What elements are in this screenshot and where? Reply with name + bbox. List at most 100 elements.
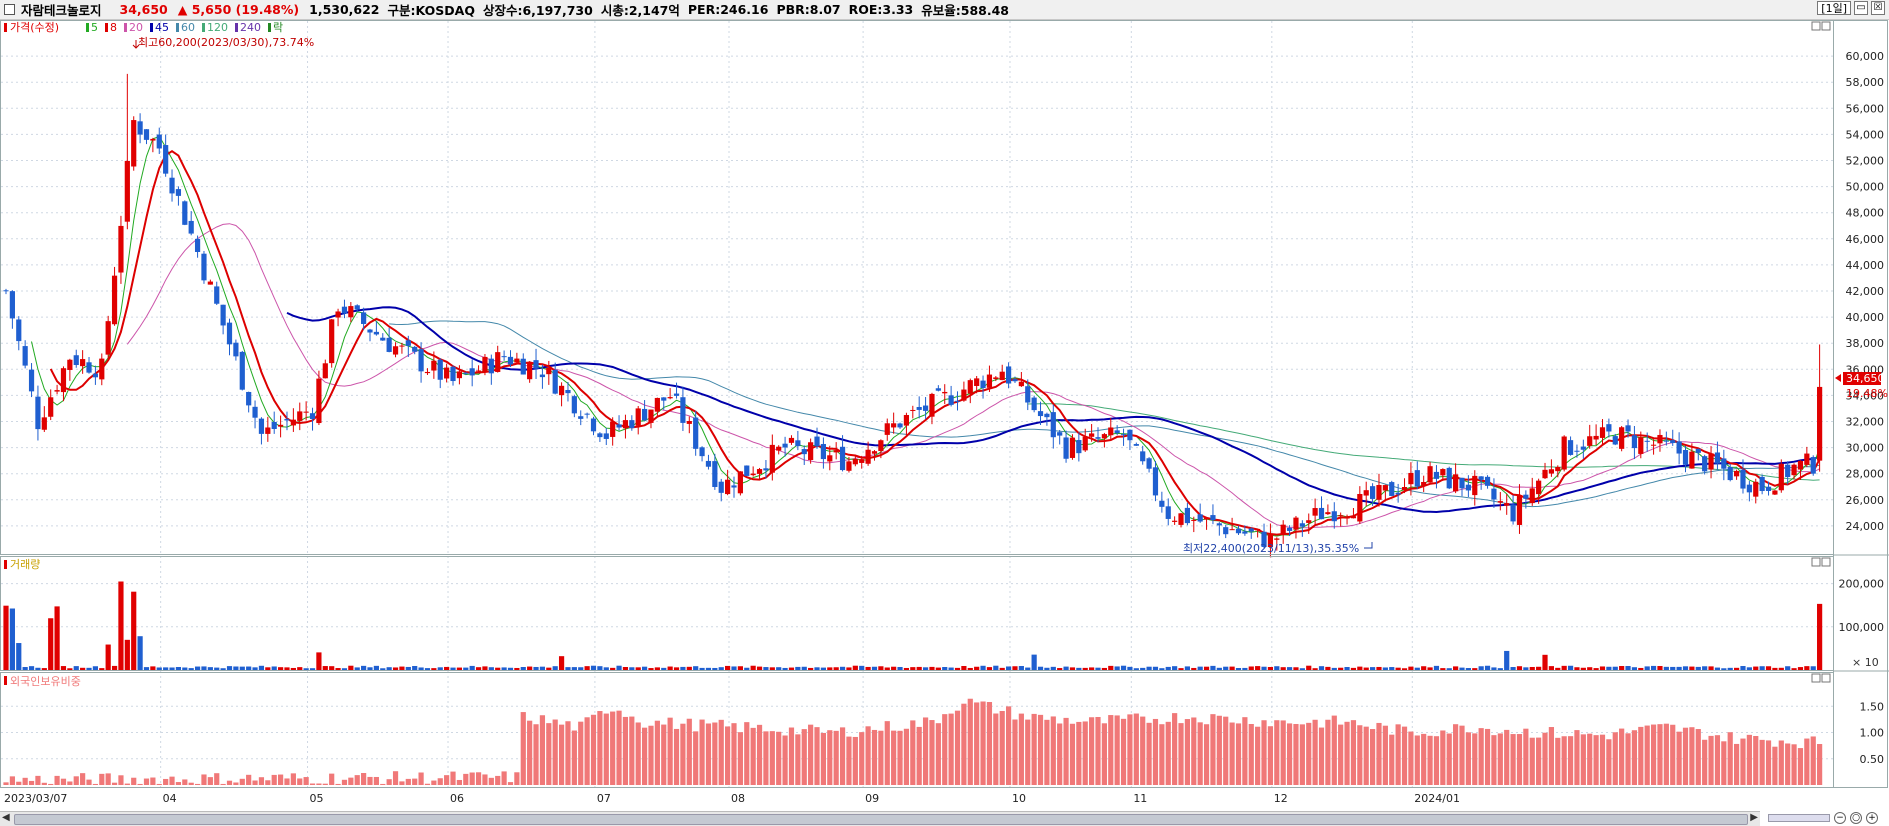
scroll-thumb[interactable] xyxy=(14,814,1748,825)
volume-bar xyxy=(833,667,839,670)
zoom-in-icon[interactable]: + xyxy=(1866,812,1878,824)
volume-bar xyxy=(1216,667,1222,670)
foreign-bar xyxy=(571,730,577,785)
checkbox[interactable] xyxy=(4,4,15,15)
candle xyxy=(1523,490,1529,509)
candle xyxy=(1619,425,1625,452)
foreign-bar xyxy=(67,781,73,785)
candle xyxy=(1350,507,1357,519)
foreign-bar xyxy=(1267,726,1274,785)
candle xyxy=(150,137,156,153)
foreign-bar xyxy=(871,729,878,785)
volume-bar xyxy=(1210,665,1216,670)
horizontal-scrollbar[interactable]: ◀ ▶ xyxy=(0,811,1760,826)
foreign-bar xyxy=(539,715,546,785)
foreign-bar xyxy=(1765,740,1772,785)
volume-bar xyxy=(1523,667,1529,670)
volume-bar xyxy=(1606,666,1612,670)
zoom-reset-icon[interactable]: ○ xyxy=(1850,812,1862,824)
volume-bar xyxy=(1382,667,1388,670)
candle xyxy=(1580,439,1586,459)
volume-panel-close-icon[interactable] xyxy=(1821,557,1831,567)
foreign-bar xyxy=(1702,739,1708,785)
minimize-icon[interactable]: ▭ xyxy=(1854,1,1868,15)
volume-bar xyxy=(361,665,367,670)
candle xyxy=(1695,448,1701,461)
foreign-bar xyxy=(1727,732,1733,785)
candle xyxy=(725,469,731,496)
volume-bar xyxy=(552,666,558,670)
candle xyxy=(1778,459,1784,493)
foreign-bar xyxy=(814,727,820,785)
foreign-bar xyxy=(1587,733,1593,785)
price-tick: 30,000 xyxy=(1846,442,1885,455)
foreign-bar xyxy=(1504,729,1510,785)
candle xyxy=(444,363,450,383)
volume-bar xyxy=(271,666,277,670)
foreign-bar xyxy=(182,779,188,785)
candle xyxy=(1389,480,1395,497)
candle xyxy=(1510,495,1516,525)
candle xyxy=(201,250,207,284)
foreign-bar xyxy=(1401,726,1408,785)
volume-bar xyxy=(1408,666,1414,670)
volume-bar xyxy=(105,644,111,670)
candle xyxy=(322,359,328,379)
period-button[interactable]: [1일] xyxy=(1817,1,1851,15)
price-tick: 42,000 xyxy=(1846,285,1885,298)
volume-bar xyxy=(986,667,993,670)
volume-bar xyxy=(1286,667,1293,670)
volume-bar xyxy=(456,667,463,670)
scroll-right-icon[interactable]: ▶ xyxy=(1750,812,1758,823)
price-tick: 32,000 xyxy=(1846,416,1885,429)
foreign-bar xyxy=(150,777,156,785)
scroll-left-icon[interactable]: ◀ xyxy=(2,812,10,823)
foreign-bar xyxy=(1274,720,1280,785)
foreign-bar xyxy=(1797,748,1804,785)
foreign-bar xyxy=(194,783,201,785)
volume-bar xyxy=(731,666,737,670)
volume-bar xyxy=(1235,667,1242,670)
foreign-bar xyxy=(1133,713,1139,785)
foreign-bar xyxy=(827,730,833,785)
foreign-bar xyxy=(1050,716,1056,785)
volume-bar xyxy=(1708,666,1714,670)
volume-bar xyxy=(405,666,411,670)
zoom-out-icon[interactable]: − xyxy=(1834,812,1846,824)
foreign-panel-minimize-icon[interactable] xyxy=(1811,673,1821,683)
foreign-bar xyxy=(1159,724,1165,785)
foreign-panel-close-icon[interactable] xyxy=(1821,673,1831,683)
ma-line xyxy=(1027,403,1820,481)
volume-bar xyxy=(341,668,348,670)
volume-bar xyxy=(635,667,641,670)
date-label: 12 xyxy=(1274,792,1288,805)
price-panel-minimize-icon[interactable] xyxy=(1811,21,1821,31)
close-icon[interactable]: ☒ xyxy=(1871,1,1885,15)
volume-bar xyxy=(1733,667,1740,670)
volume-bar xyxy=(1817,603,1823,670)
foreign-bar xyxy=(1453,724,1459,785)
volume-bar xyxy=(99,668,105,670)
candle xyxy=(1165,498,1171,526)
volume-panel-minimize-icon[interactable] xyxy=(1811,557,1821,567)
candle xyxy=(578,410,584,426)
foreign-tick: 1.50 xyxy=(1860,700,1885,713)
volume-bar xyxy=(1401,668,1408,670)
volume-bar xyxy=(788,667,795,670)
candle xyxy=(1280,520,1286,544)
volume-bar xyxy=(335,668,341,670)
foreign-bar xyxy=(820,732,827,785)
price-panel-close-icon[interactable] xyxy=(1821,21,1831,31)
zoom-slider[interactable] xyxy=(1768,814,1830,822)
candle xyxy=(214,281,220,306)
foreign-bar xyxy=(1414,735,1420,785)
volume-bar xyxy=(935,667,941,670)
volume-bar xyxy=(1599,666,1606,670)
candle xyxy=(1210,504,1216,525)
volume-bar xyxy=(1338,667,1344,670)
volume-bar xyxy=(92,666,99,670)
foreign-bar xyxy=(1012,719,1018,785)
candle xyxy=(897,422,903,429)
volume-bar xyxy=(910,667,916,670)
